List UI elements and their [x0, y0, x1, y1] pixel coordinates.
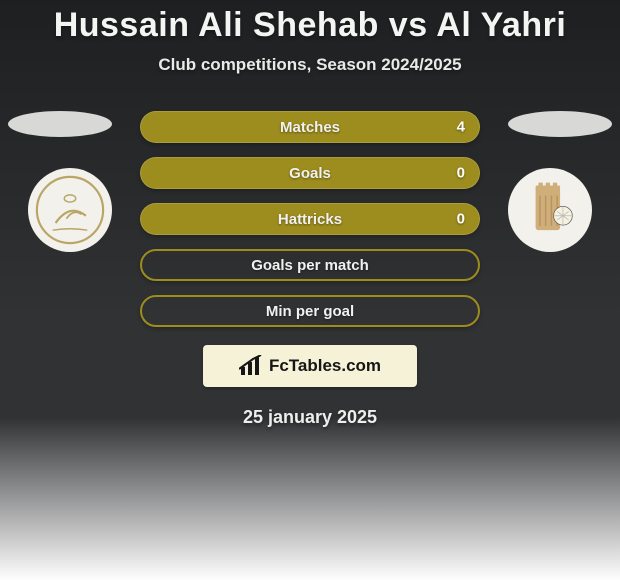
stat-row-goals-per-match: Goals per match	[140, 249, 480, 281]
club-badge-left	[28, 168, 112, 252]
stat-row-matches: Matches 4	[140, 111, 480, 143]
stat-label: Hattricks	[278, 211, 342, 228]
stats-list: Matches 4 Goals 0 Hattricks 0 Goals per …	[140, 111, 480, 327]
brand-text: FcTables.com	[269, 356, 381, 376]
brand-badge: FcTables.com	[203, 345, 417, 387]
club-badge-right	[508, 168, 592, 252]
stat-value: 0	[457, 211, 465, 228]
stat-label: Matches	[280, 119, 340, 136]
stat-value: 4	[457, 119, 465, 136]
stat-row-goals: Goals 0	[140, 157, 480, 189]
stat-value: 0	[457, 165, 465, 182]
page-subtitle: Club competitions, Season 2024/2025	[158, 55, 461, 75]
stat-label: Goals	[289, 165, 331, 182]
stat-row-min-per-goal: Min per goal	[140, 295, 480, 327]
content-wrap: Hussain Ali Shehab vs Al Yahri Club comp…	[0, 0, 620, 580]
stat-label: Min per goal	[266, 303, 354, 320]
bar-chart-icon	[239, 355, 265, 377]
stat-row-hattricks: Hattricks 0	[140, 203, 480, 235]
player-oval-right	[508, 111, 612, 137]
page-title: Hussain Ali Shehab vs Al Yahri	[54, 6, 567, 45]
club-badge-left-icon	[34, 174, 106, 246]
club-badge-right-icon	[514, 174, 586, 246]
player-oval-left	[8, 111, 112, 137]
footer-date: 25 january 2025	[243, 407, 377, 428]
stat-label: Goals per match	[251, 257, 369, 274]
mid-section: Matches 4 Goals 0 Hattricks 0 Goals per …	[0, 111, 620, 327]
